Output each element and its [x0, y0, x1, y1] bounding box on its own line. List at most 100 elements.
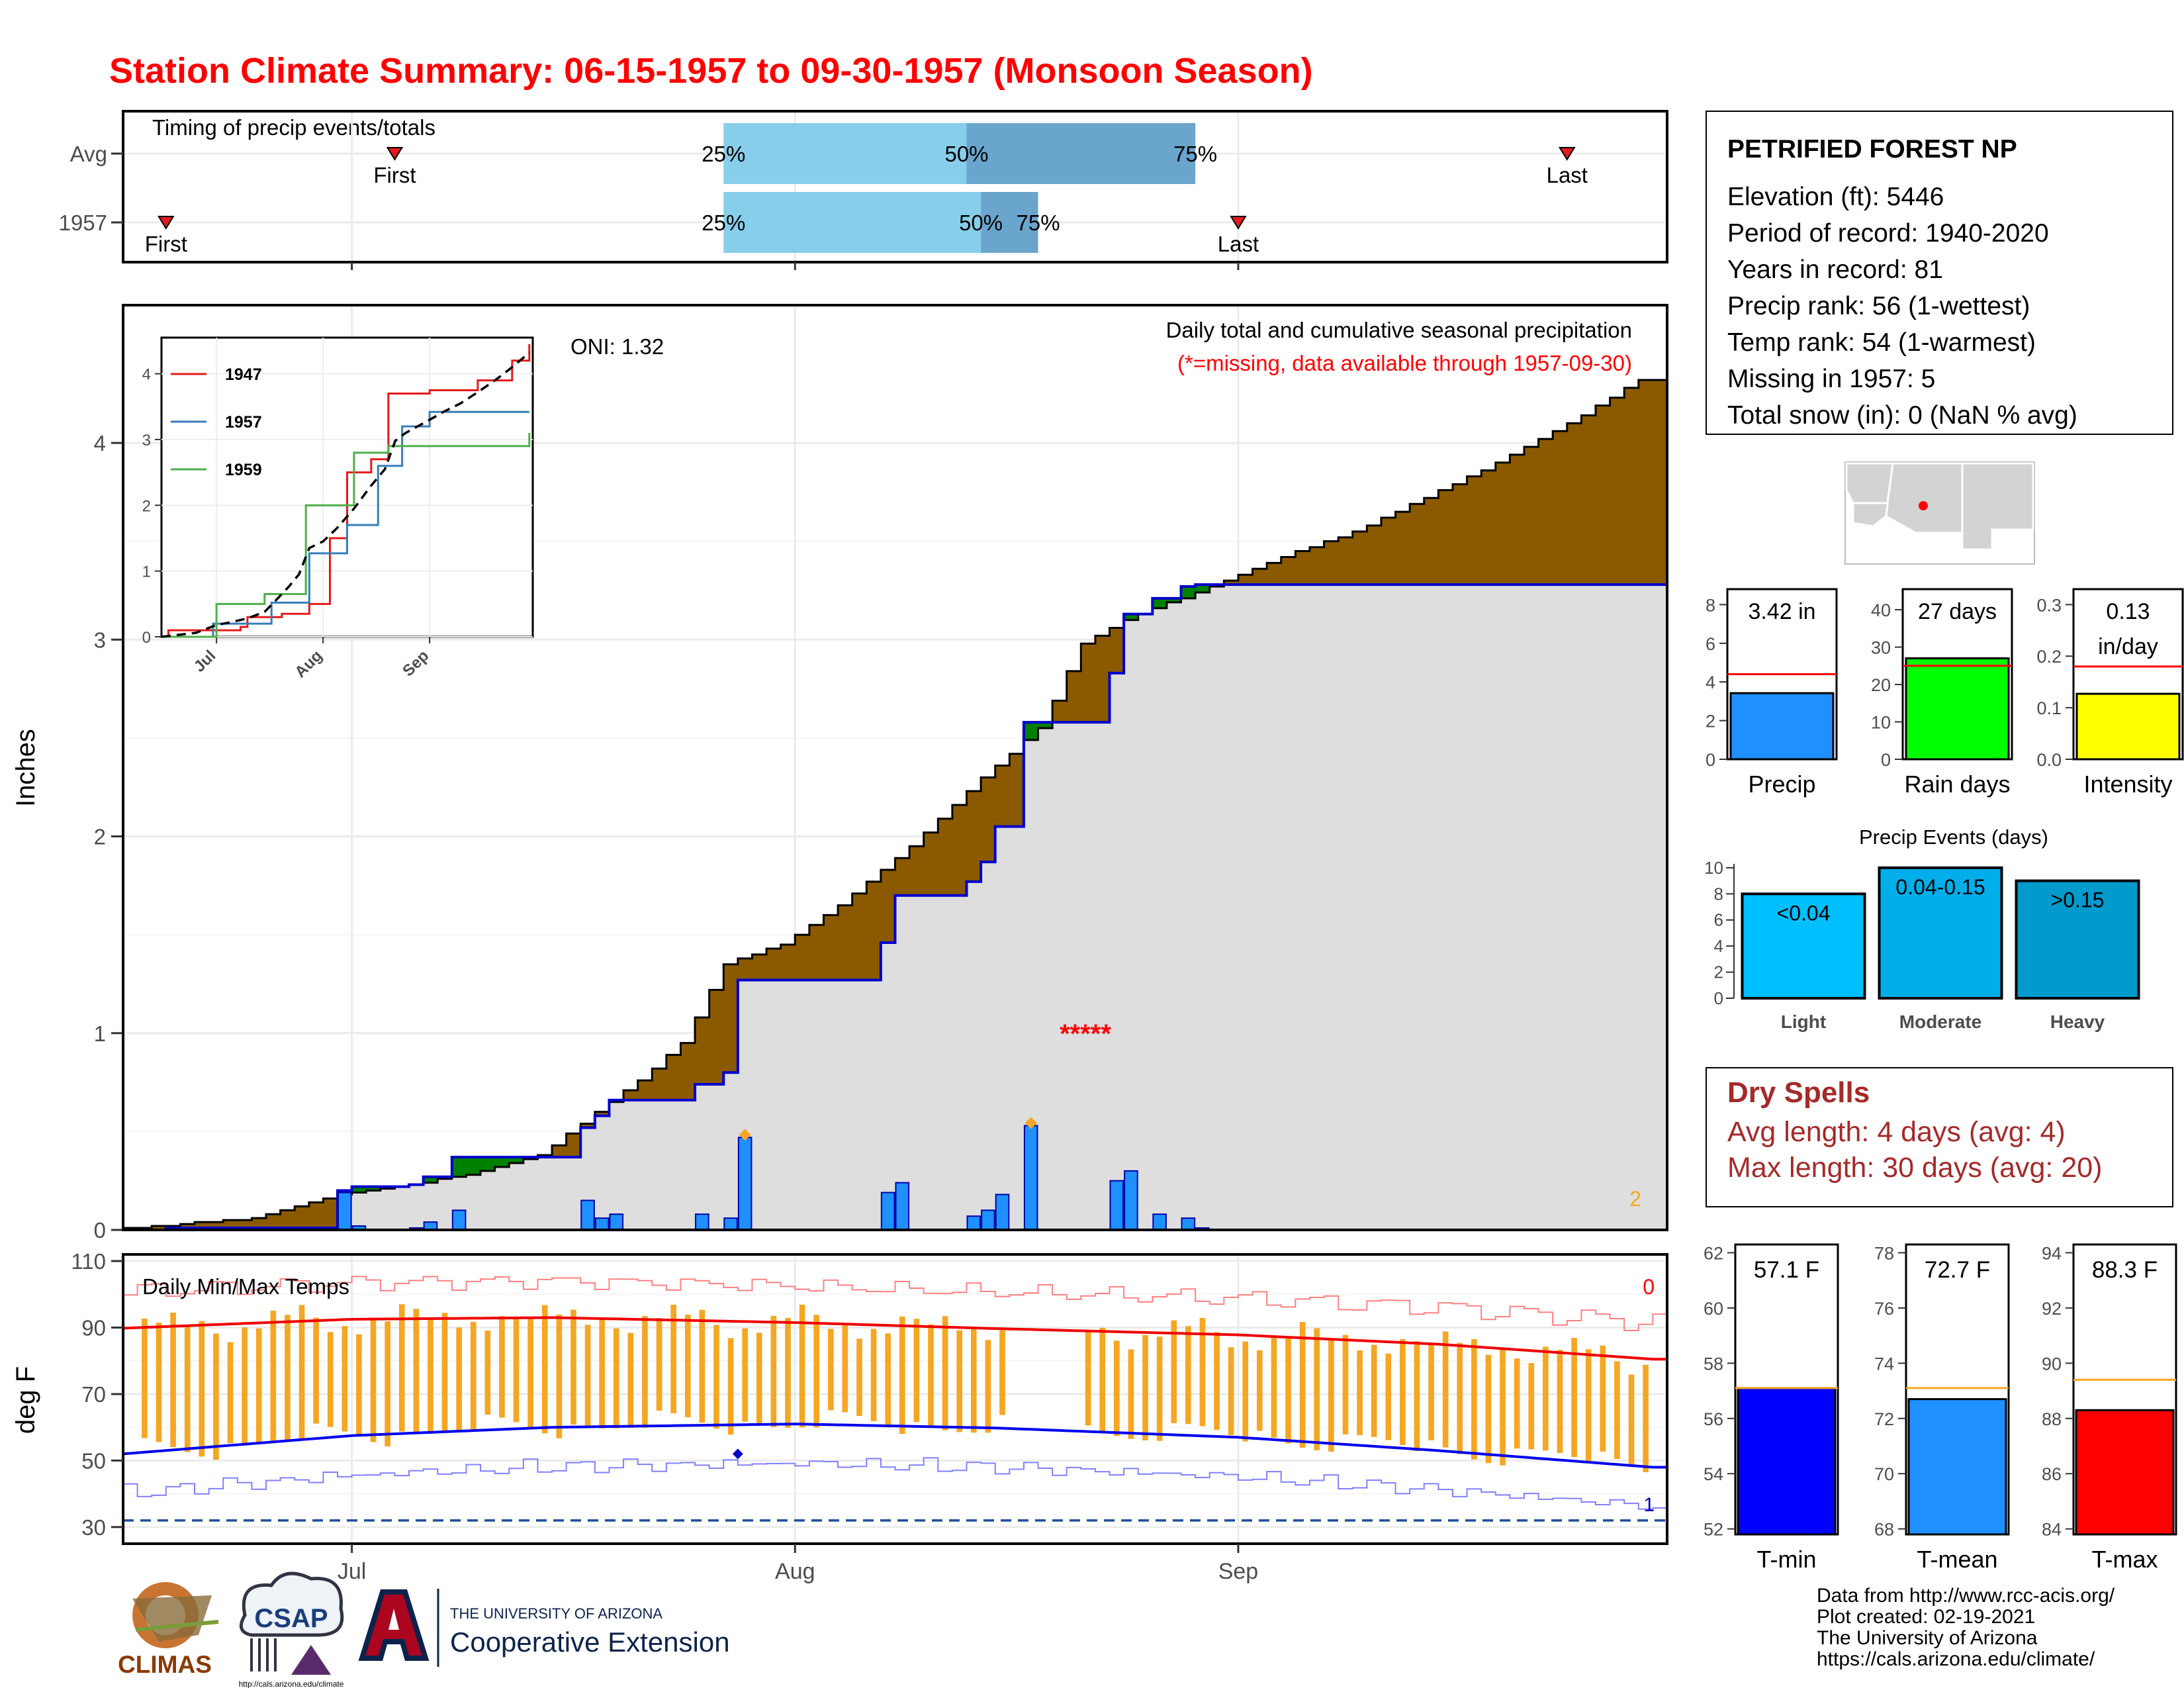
deficit-area [180, 1224, 195, 1229]
daily-temp-range-bar [1314, 1328, 1320, 1450]
events-ytick-label: 10 [1704, 858, 1723, 878]
footer-line: Data from http://www.rcc-acis.org/ [1817, 1585, 2115, 1607]
summary-ytick-label: 0.1 [2036, 698, 2062, 718]
deficit-area [1438, 490, 1453, 585]
daily-temp-range-bar [970, 1327, 977, 1433]
surplus-area [494, 1157, 510, 1167]
timing-first-label: First [145, 232, 187, 256]
daily-temp-range-bar [799, 1304, 805, 1428]
daily-temp-range-bar [1571, 1338, 1577, 1458]
deficit-area [723, 964, 739, 1073]
deficit-area [1338, 537, 1353, 585]
daily-precip-bar [1023, 1125, 1038, 1231]
timing-q50-q75-bar [981, 192, 1038, 253]
deficit-area [1395, 512, 1410, 585]
events-ytick-label: 4 [1714, 936, 1723, 956]
temp-bar-ytick-label: 54 [1704, 1464, 1723, 1484]
deficit-area [1610, 397, 1625, 585]
inset-avg-line [161, 352, 530, 638]
summary-ytick-label: 40 [1871, 600, 1891, 620]
daily-precip-bar [1109, 1180, 1124, 1231]
ua-logo-bottom: Cooperative Extension [450, 1626, 730, 1658]
deficit-area [852, 893, 867, 980]
observed-cumulative-line [123, 583, 1667, 1231]
temp-value-label: 72.7 F [1925, 1257, 1990, 1283]
daily-temp-range-bar [699, 1309, 705, 1423]
daily-precip-bar [723, 1217, 738, 1231]
deficit-area [1553, 431, 1568, 585]
daily-temp-range-bar [1285, 1338, 1291, 1444]
events-bar [1741, 892, 1866, 1000]
daily-temp-range-bar [255, 1328, 262, 1442]
daily-temp-range-bar [1357, 1350, 1363, 1436]
daily-precip-bar [451, 1209, 467, 1231]
surplus-area [1038, 722, 1053, 729]
daily-temp-range-bar [1442, 1331, 1449, 1448]
daily-temp-range-bar [1543, 1346, 1549, 1451]
deficit-area [1410, 504, 1425, 585]
summary-bar-label: Precip [1748, 771, 1815, 798]
daily-temp-range-bar [1156, 1336, 1163, 1441]
deficit-area [1066, 671, 1081, 723]
inset-legend-label: 1959 [225, 461, 262, 479]
events-ytick-label: 0 [1714, 988, 1723, 1008]
timing-q75-label: 75% [1173, 142, 1217, 166]
summary-value-label: 0.13 [2106, 599, 2150, 624]
temp-ytick-label: 30 [81, 1515, 106, 1540]
daily-temp-range-bar [413, 1309, 420, 1433]
daily-temp-range-bar [156, 1323, 162, 1442]
deficit-area [223, 1220, 238, 1229]
station-info-line: Total snow (in): 0 (NaN % avg) [1727, 401, 2077, 430]
daily-temp-range-bar [1514, 1358, 1520, 1449]
deficit-area [809, 925, 825, 980]
deficit-area [652, 1068, 667, 1100]
deficit-area [637, 1080, 653, 1100]
temp-ytick-label: 110 [71, 1249, 106, 1274]
station-info-line: Missing in 1957: 5 [1727, 365, 1935, 393]
daily-temp-range-bar [327, 1332, 334, 1427]
temp-ytick-label: 90 [81, 1316, 106, 1340]
deficit-area [866, 881, 882, 980]
daily-temp-range-bar [856, 1338, 862, 1416]
deficit-area [623, 1090, 639, 1100]
temp-bar-ytick-label: 68 [1874, 1520, 1894, 1540]
events-bar [2015, 879, 2140, 1000]
daily-temp-range-bar [813, 1315, 820, 1428]
daily-temp-range-bar [1099, 1327, 1106, 1432]
temp-panel-frame [123, 1254, 1667, 1544]
temp-bar-ytick-label: 60 [1704, 1299, 1723, 1319]
surplus-area [451, 1157, 467, 1177]
deficit-area [1581, 415, 1596, 585]
summary-ytick-label: 0 [1881, 750, 1891, 770]
daily-temp-range-bar [1528, 1363, 1535, 1450]
daily-temp-range-bar [1500, 1349, 1506, 1466]
deficit-area [895, 858, 910, 896]
deficit-area [1052, 700, 1068, 723]
footer-line: The University of Arizona [1817, 1627, 2038, 1649]
station-info-line: Temp rank: 54 (1-warmest) [1727, 328, 2036, 357]
deficit-area [266, 1214, 281, 1229]
daily-temp-range-bar [627, 1333, 634, 1429]
surplus-area [1166, 598, 1182, 602]
daily-temp-range-bar [385, 1321, 390, 1447]
daily-temp-range-bar [1585, 1349, 1592, 1463]
deficit-area [1224, 581, 1239, 585]
temp-bar-panels: 52 54 56 58 60 62 57.1 F T-min 68 70 72 74 76 78 72.7 … [1704, 1243, 2177, 1573]
daily-precip-bar [1181, 1217, 1196, 1231]
csap-logo: CSAP http://cals.arizona.edu/climate [239, 1571, 344, 1688]
deficit-area [1452, 484, 1468, 585]
daily-temp-range-bar [1557, 1350, 1563, 1454]
events-range-label: >0.15 [2051, 888, 2105, 912]
deficit-area [952, 804, 968, 896]
daily-temp-range-bar [541, 1305, 548, 1434]
daily-temp-range-bar [242, 1327, 248, 1444]
temp-bar-label: T-mean [1917, 1546, 1997, 1573]
record-day-marker [739, 1129, 751, 1141]
inset-line-1959 [161, 433, 531, 638]
daily-temp-range-bar [227, 1342, 234, 1444]
daily-temp-range-bar [170, 1312, 176, 1447]
daily-temp-range-bar [913, 1319, 920, 1423]
deficit-area [838, 905, 853, 980]
temp-ytick-label: 70 [81, 1382, 106, 1407]
temp-value-bar [2075, 1409, 2175, 1536]
